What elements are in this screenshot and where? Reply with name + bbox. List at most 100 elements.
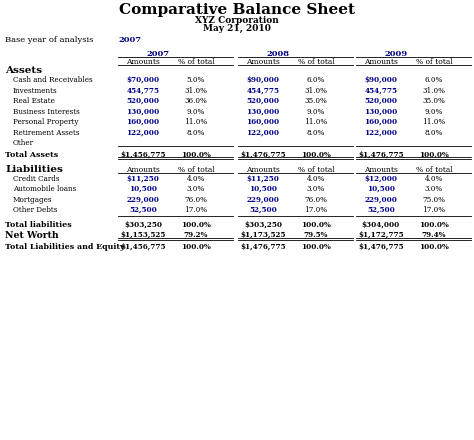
Text: 31.0%: 31.0% [304,87,328,95]
Text: 35.0%: 35.0% [305,97,328,105]
Text: 520,000: 520,000 [246,97,280,105]
Text: 3.0%: 3.0% [187,185,205,193]
Text: 3.0%: 3.0% [307,185,325,193]
Text: 122,000: 122,000 [365,128,398,136]
Text: 76.0%: 76.0% [184,195,208,203]
Text: 520,000: 520,000 [127,97,159,105]
Text: 10,500: 10,500 [249,185,277,193]
Text: 36.0%: 36.0% [184,97,208,105]
Text: $1,172,775: $1,172,775 [358,231,404,239]
Text: 100.0%: 100.0% [419,150,449,158]
Text: Business Interests: Business Interests [13,107,80,116]
Text: 17.0%: 17.0% [304,206,328,214]
Text: 229,000: 229,000 [127,195,159,203]
Text: 5.0%: 5.0% [187,76,205,84]
Text: 9.0%: 9.0% [425,107,443,116]
Text: Total liabilities: Total liabilities [5,220,72,228]
Text: Total Liabilities and Equity: Total Liabilities and Equity [5,243,125,251]
Text: 130,000: 130,000 [365,107,398,116]
Text: 8.0%: 8.0% [187,128,205,136]
Text: Mortgages: Mortgages [13,195,53,203]
Text: % of total: % of total [178,165,214,173]
Text: $1,476,775: $1,476,775 [240,243,286,251]
Text: % of total: % of total [178,58,214,66]
Text: 10,500: 10,500 [129,185,157,193]
Text: Other: Other [13,139,34,147]
Text: Amounts: Amounts [364,58,398,66]
Text: $303,250: $303,250 [124,220,162,228]
Text: 2007: 2007 [118,36,141,44]
Text: % of total: % of total [416,58,452,66]
Text: 52,500: 52,500 [249,206,277,214]
Text: Amounts: Amounts [246,58,280,66]
Text: 6.0%: 6.0% [307,76,325,84]
Text: Net Worth: Net Worth [5,231,59,240]
Text: 8.0%: 8.0% [307,128,325,136]
Text: 79.2%: 79.2% [184,231,208,239]
Text: 160,000: 160,000 [365,118,398,126]
Text: % of total: % of total [298,58,334,66]
Text: 100.0%: 100.0% [181,243,211,251]
Text: 100.0%: 100.0% [301,150,331,158]
Text: Comparative Balance Sheet: Comparative Balance Sheet [119,3,355,17]
Text: Base year of analysis: Base year of analysis [5,36,93,44]
Text: Other Debts: Other Debts [13,206,57,214]
Text: 229,000: 229,000 [365,195,397,203]
Text: Automobile loans: Automobile loans [13,185,76,193]
Text: Liabilities: Liabilities [5,165,63,173]
Text: 4.0%: 4.0% [307,175,325,183]
Text: 229,000: 229,000 [246,195,280,203]
Text: Cash and Receivables: Cash and Receivables [13,76,92,84]
Text: Amounts: Amounts [126,58,160,66]
Text: 52,500: 52,500 [367,206,395,214]
Text: Total Assets: Total Assets [5,150,58,158]
Text: May 21, 2010: May 21, 2010 [203,24,271,33]
Text: 100.0%: 100.0% [419,220,449,228]
Text: 9.0%: 9.0% [187,107,205,116]
Text: 454,775: 454,775 [127,87,159,95]
Text: Amounts: Amounts [364,165,398,173]
Text: 35.0%: 35.0% [422,97,446,105]
Text: 11.0%: 11.0% [304,118,328,126]
Text: 100.0%: 100.0% [181,220,211,228]
Text: 52,500: 52,500 [129,206,157,214]
Text: 9.0%: 9.0% [307,107,325,116]
Text: $1,173,525: $1,173,525 [240,231,286,239]
Text: $70,000: $70,000 [127,76,160,84]
Text: 160,000: 160,000 [246,118,280,126]
Text: 160,000: 160,000 [127,118,160,126]
Text: 31.0%: 31.0% [422,87,446,95]
Text: 3.0%: 3.0% [425,185,443,193]
Text: $90,000: $90,000 [365,76,398,84]
Text: 520,000: 520,000 [365,97,398,105]
Text: Assets: Assets [5,66,42,75]
Text: 454,775: 454,775 [246,87,280,95]
Text: 11.0%: 11.0% [184,118,208,126]
Text: Amounts: Amounts [126,165,160,173]
Text: 8.0%: 8.0% [425,128,443,136]
Text: $90,000: $90,000 [246,76,280,84]
Text: Retirement Assets: Retirement Assets [13,128,80,136]
Text: 10,500: 10,500 [367,185,395,193]
Text: $11,250: $11,250 [127,175,159,183]
Text: 130,000: 130,000 [246,107,280,116]
Text: 17.0%: 17.0% [422,206,446,214]
Text: $1,456,775: $1,456,775 [120,150,166,158]
Text: Personal Property: Personal Property [13,118,79,126]
Text: 100.0%: 100.0% [181,150,211,158]
Text: 100.0%: 100.0% [301,243,331,251]
Text: 75.0%: 75.0% [422,195,446,203]
Text: $1,456,775: $1,456,775 [120,243,166,251]
Text: 122,000: 122,000 [127,128,159,136]
Text: Real Estate: Real Estate [13,97,55,105]
Text: 2009: 2009 [384,50,408,58]
Text: 130,000: 130,000 [127,107,160,116]
Text: % of total: % of total [298,165,334,173]
Text: % of total: % of total [416,165,452,173]
Text: $303,250: $303,250 [244,220,282,228]
Text: Investments: Investments [13,87,58,95]
Text: XYZ Corporation: XYZ Corporation [195,16,279,25]
Text: $304,000: $304,000 [362,220,400,228]
Text: Amounts: Amounts [246,165,280,173]
Text: 79.5%: 79.5% [304,231,328,239]
